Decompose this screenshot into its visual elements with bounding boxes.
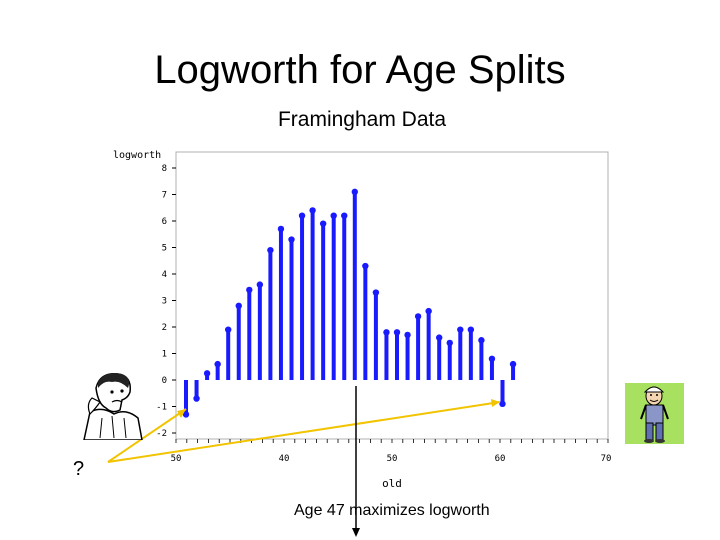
bar-point-age-62 [509, 360, 517, 368]
x-tick-label: 40 [279, 454, 290, 464]
y-tick-label: 0 [162, 376, 167, 386]
bar-point-age-61 [499, 400, 506, 408]
y-tick-label: 1 [162, 350, 167, 360]
bar-point-age-37 [246, 286, 253, 294]
bars-group [182, 188, 517, 418]
x-tick-label: 70 [601, 454, 612, 464]
bar-point-age-54 [425, 307, 432, 315]
x-tick-label: 50 [387, 454, 398, 464]
bar-point-age-53 [414, 313, 422, 320]
y-tick-label: 7 [162, 191, 167, 201]
bar-point-age-55 [436, 334, 443, 341]
bar-point-age-57 [457, 326, 464, 333]
x-tick-label: 50 [171, 454, 182, 464]
bar-point-age-58 [467, 326, 475, 333]
y-tick-label: -1 [156, 403, 167, 413]
slide-title: Logworth for Age Splits [154, 48, 566, 92]
x-axis-label: old [382, 477, 402, 490]
bar-point-age-52 [404, 331, 411, 339]
y-axis-label: logworth [113, 150, 161, 161]
arrowhead-right [491, 399, 500, 407]
bar-point-age-44 [319, 220, 327, 227]
bar-point-age-35 [225, 326, 232, 333]
worried-man-icon [83, 373, 143, 440]
bar-point-age-43 [309, 207, 316, 214]
bar-point-age-41 [288, 236, 295, 243]
bar-point-age-60 [488, 355, 496, 362]
y-axis: -2 -1 0 1 2 3 4 5 6 7 8 [156, 164, 176, 439]
bar-point-age-36 [235, 302, 242, 309]
y-tick-label: 2 [162, 323, 167, 333]
bar-point-age-51 [393, 329, 401, 336]
bar-point-age-32 [193, 395, 200, 402]
age-47-marker-arrowhead [352, 528, 360, 537]
arrow-to-left-bar [107, 408, 187, 463]
chart-title: Framingham Data [278, 108, 446, 131]
y-tick-label: -2 [156, 429, 167, 439]
annotations [107, 386, 501, 537]
y-tick-label: 5 [162, 244, 167, 254]
bar-point-age-49 [372, 289, 380, 296]
y-tick-label: 3 [162, 297, 167, 307]
question-mark: ? [73, 458, 85, 480]
caption: Age 47 maximizes logworth [294, 502, 490, 519]
bar-point-age-40 [277, 225, 285, 233]
bar-point-age-59 [478, 337, 485, 344]
bar-point-age-45 [330, 212, 337, 219]
bar-point-age-56 [446, 339, 453, 347]
bar-point-age-48 [362, 262, 369, 270]
bar-point-age-34 [214, 360, 221, 368]
arrow-to-right-bar [107, 401, 501, 463]
y-tick-label: 8 [162, 164, 167, 174]
bar-point-age-46 [341, 212, 348, 219]
bar-point-age-31 [182, 411, 190, 418]
cartoon-farmer-icon [625, 383, 684, 444]
y-tick-label: 4 [162, 270, 167, 280]
bar-point-age-42 [298, 212, 306, 219]
bar-point-age-38 [256, 281, 264, 288]
bar-point-age-47 [351, 188, 358, 196]
bar-point-age-39 [267, 246, 274, 254]
y-tick-label: 6 [162, 217, 167, 227]
plot-frame [175, 151, 609, 440]
bar-point-age-33 [203, 370, 211, 377]
bar-point-age-50 [383, 329, 390, 336]
arrowhead-left [177, 409, 186, 418]
x-tick-label: 60 [495, 454, 506, 464]
